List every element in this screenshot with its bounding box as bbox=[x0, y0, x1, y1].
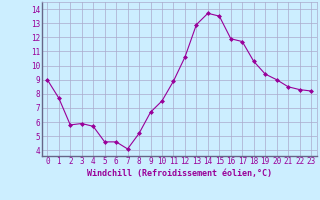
X-axis label: Windchill (Refroidissement éolien,°C): Windchill (Refroidissement éolien,°C) bbox=[87, 169, 272, 178]
